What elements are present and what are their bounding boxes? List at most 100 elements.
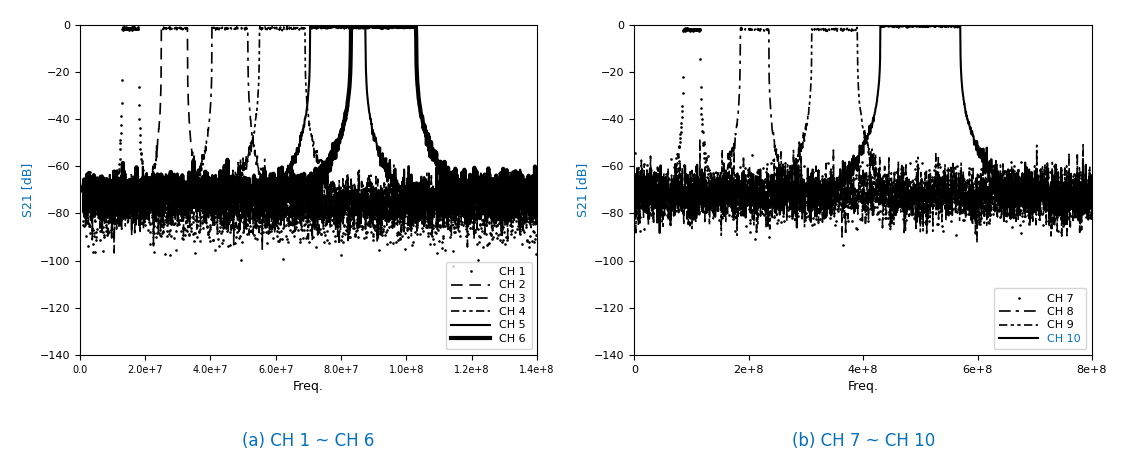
CH 10: [628, 191, 642, 196]
CH 1: [270, 219, 283, 225]
CH 10: [682, 198, 696, 203]
CH 6: [76, 188, 89, 194]
CH 5: [268, 209, 282, 215]
CH 9: [822, 27, 836, 32]
CH 3: [112, 203, 125, 209]
CH 2: [76, 209, 89, 214]
CH 9: [628, 171, 642, 176]
Line: CH 8: CH 8: [635, 27, 1092, 237]
CH 7: [831, 193, 845, 198]
CH 7: [1085, 176, 1099, 181]
CH 2: [164, 24, 177, 30]
CH 2: [270, 219, 283, 225]
CH 6: [279, 196, 292, 201]
Line: CH 7: CH 7: [634, 27, 1093, 246]
CH 5: [437, 225, 450, 230]
CH 3: [130, 203, 143, 208]
CH 1: [112, 170, 125, 176]
CH 4: [530, 195, 544, 201]
CH 5: [530, 176, 544, 181]
CH 4: [279, 25, 292, 31]
CH 4: [335, 210, 349, 215]
CH 1: [279, 207, 292, 212]
CH 3: [76, 195, 89, 201]
CH 6: [461, 217, 475, 222]
CH 8: [831, 193, 845, 198]
CH 10: [653, 230, 667, 236]
CH 7: [628, 151, 642, 156]
CH 6: [335, 133, 349, 139]
CH 4: [112, 210, 125, 215]
CH 1: [287, 228, 300, 234]
CH 5: [316, 23, 329, 28]
CH 8: [840, 196, 854, 201]
CH 6: [344, 22, 358, 28]
CH 7: [837, 242, 851, 247]
CH 3: [460, 244, 474, 250]
CH 10: [874, 22, 888, 28]
CH 8: [682, 196, 696, 202]
Line: CH 6: CH 6: [82, 25, 537, 220]
CH 10: [831, 185, 845, 190]
CH 1: [130, 25, 143, 31]
CH 4: [76, 208, 89, 213]
CH 7: [663, 211, 677, 216]
CH 1: [127, 24, 141, 30]
CH 6: [287, 197, 300, 202]
CH 10: [840, 173, 854, 179]
CH 10: [1085, 212, 1099, 218]
Line: CH 3: CH 3: [82, 27, 537, 247]
CH 4: [287, 27, 300, 32]
CH 7: [889, 170, 902, 175]
CH 4: [253, 24, 266, 29]
CH 3: [233, 24, 247, 29]
CH 9: [682, 179, 696, 184]
Line: CH 9: CH 9: [635, 27, 1092, 243]
CH 2: [107, 250, 121, 256]
Line: CH 10: CH 10: [635, 25, 1092, 233]
CH 10: [664, 217, 678, 223]
CH 1: [447, 264, 460, 269]
CH 3: [287, 199, 300, 204]
CH 9: [831, 27, 845, 32]
CH 9: [839, 27, 853, 32]
CH 8: [889, 208, 902, 214]
CH 2: [130, 207, 143, 212]
CH 2: [112, 189, 125, 195]
CH 3: [335, 211, 349, 216]
CH 6: [112, 197, 125, 202]
CH 8: [835, 234, 848, 240]
CH 10: [889, 23, 902, 29]
X-axis label: Freq.: Freq.: [293, 380, 324, 393]
CH 5: [112, 196, 125, 201]
CH 2: [335, 213, 349, 219]
CH 4: [130, 184, 143, 189]
CH 4: [405, 233, 418, 238]
CH 8: [663, 193, 677, 198]
CH 2: [287, 202, 300, 207]
CH 8: [1085, 214, 1099, 219]
CH 9: [851, 25, 864, 30]
Legend: CH 1, CH 2, CH 3, CH 4, CH 5, CH 6: CH 1, CH 2, CH 3, CH 4, CH 5, CH 6: [446, 261, 531, 349]
Text: (a) CH 1 ~ CH 6: (a) CH 1 ~ CH 6: [243, 432, 374, 450]
CH 6: [130, 165, 143, 170]
CH 1: [530, 193, 544, 198]
Legend: CH 7, CH 8, CH 9, CH 10: CH 7, CH 8, CH 9, CH 10: [994, 288, 1086, 349]
Y-axis label: S21 [dB]: S21 [dB]: [575, 163, 589, 217]
CH 2: [530, 182, 544, 188]
CH 9: [663, 206, 677, 211]
CH 7: [822, 204, 836, 210]
CH 7: [680, 25, 694, 31]
CH 5: [335, 25, 349, 30]
CH 5: [279, 180, 292, 185]
CH 8: [822, 192, 836, 197]
CH 9: [970, 240, 984, 245]
CH 4: [270, 27, 283, 32]
CH 8: [628, 172, 642, 177]
CH 8: [734, 25, 748, 30]
Line: CH 4: CH 4: [82, 27, 537, 236]
Line: CH 1: CH 1: [81, 26, 538, 267]
X-axis label: Freq.: Freq.: [848, 380, 879, 393]
CH 1: [335, 200, 349, 205]
CH 5: [287, 158, 300, 163]
